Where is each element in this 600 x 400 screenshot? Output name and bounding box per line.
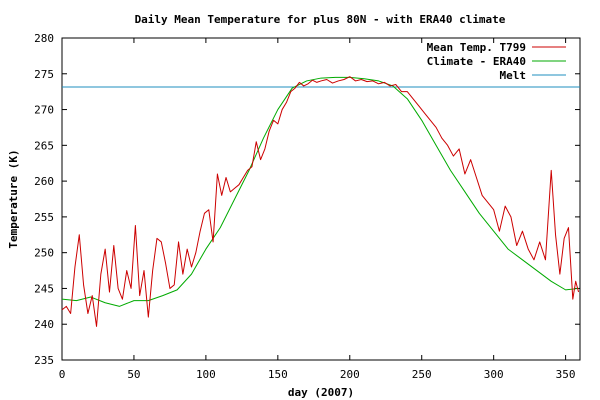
y-tick-label: 245 [34, 282, 54, 295]
y-tick-label: 240 [34, 318, 54, 331]
x-tick-label: 300 [484, 368, 504, 381]
x-tick-label: 250 [412, 368, 432, 381]
legend: Mean Temp. T799 Climate - ERA40 Melt [427, 41, 566, 82]
y-tick-label: 235 [34, 354, 54, 367]
legend-label-melt: Melt [500, 69, 527, 82]
y-axis-label: Temperature (K) [7, 149, 20, 248]
x-tick-label: 0 [59, 368, 66, 381]
series-line-climate [61, 76, 579, 307]
series-line-mean-temp [61, 76, 580, 327]
y-tick-label: 275 [34, 68, 54, 81]
y-axis: 235 240 245 250 255 260 265 270 275 280 [34, 32, 580, 367]
legend-label-mean-temp: Mean Temp. T799 [427, 41, 526, 54]
y-tick-label: 255 [34, 211, 54, 224]
y-tick-label: 280 [34, 32, 54, 45]
series-group [61, 76, 580, 327]
x-tick-label: 350 [556, 368, 576, 381]
plot-frame [61, 37, 581, 361]
y-tick-label: 250 [34, 247, 54, 260]
x-tick-label: 150 [268, 368, 288, 381]
x-tick-label: 200 [340, 368, 360, 381]
x-axis: 0 50 100 150 200 250 300 350 [59, 38, 576, 381]
legend-label-climate: Climate - ERA40 [427, 55, 526, 68]
y-tick-label: 270 [34, 104, 54, 117]
x-axis-label: day (2007) [288, 386, 354, 399]
y-tick-label: 260 [34, 175, 54, 188]
chart-title: Daily Mean Temperature for plus 80N - wi… [135, 13, 506, 26]
x-tick-label: 50 [127, 368, 140, 381]
x-tick-label: 100 [196, 368, 216, 381]
y-tick-label: 265 [34, 139, 54, 152]
